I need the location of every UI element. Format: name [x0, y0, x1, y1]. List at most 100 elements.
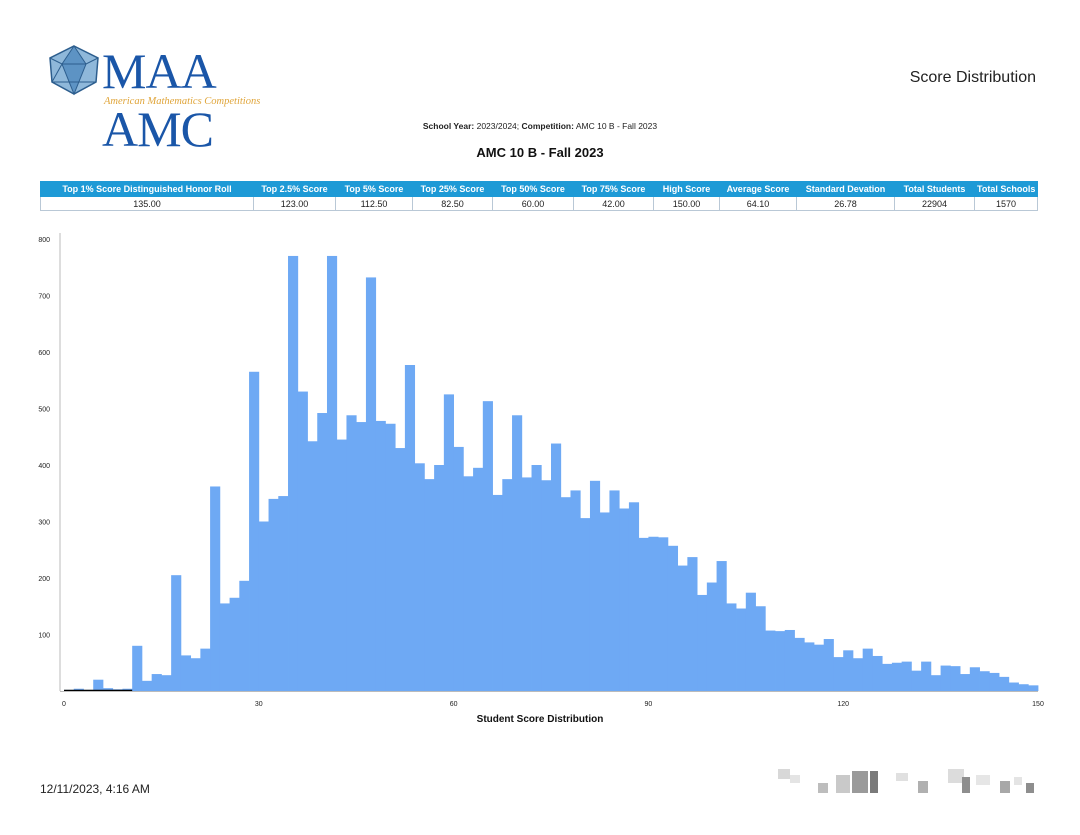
histogram-bar — [882, 663, 893, 691]
stats-header-cell: Total Students — [894, 181, 975, 197]
histogram-bar — [482, 401, 493, 691]
x-tick-label: 90 — [645, 701, 653, 708]
school-year-label: School Year: — [422, 121, 475, 131]
histogram-bar — [560, 497, 571, 691]
histogram-bar — [648, 536, 659, 691]
stats-header-cell: Top 25% Score — [412, 181, 493, 197]
stats-header-cell: High Score — [653, 181, 720, 197]
histogram-bar — [502, 479, 513, 692]
histogram-bar — [989, 672, 1000, 691]
histogram-bar — [775, 631, 786, 691]
histogram-bar — [317, 413, 328, 691]
stats-value-cell: 82.50 — [412, 196, 493, 211]
histogram-bar — [249, 371, 260, 691]
histogram-bar — [852, 658, 864, 691]
histogram-bar — [833, 657, 844, 691]
histogram-bar — [258, 521, 269, 691]
stats-header-cell: Top 2.5% Score — [253, 181, 336, 197]
histogram-bar — [580, 518, 591, 691]
blurred-footer-image — [778, 769, 1034, 793]
stats-header-cell: Total Schools — [974, 181, 1038, 197]
histogram-bar — [687, 557, 698, 691]
histogram-bar — [872, 655, 883, 691]
histogram-bar — [716, 561, 727, 691]
histogram-bar — [950, 666, 961, 691]
histogram-bar — [385, 423, 396, 691]
histogram-bar — [843, 650, 854, 691]
histogram-bar — [658, 537, 669, 691]
histogram-bar — [404, 365, 416, 691]
histogram-bar — [969, 667, 980, 691]
histogram-bar — [132, 645, 143, 691]
y-tick-label: 500 — [38, 407, 50, 414]
histogram-bar — [551, 443, 562, 691]
y-tick-label: 200 — [38, 576, 50, 583]
histogram-bar — [911, 670, 922, 691]
histogram-bar — [804, 642, 815, 691]
score-distribution-chart: 100 200 300 400 500 600 700 800 0 30 60 90 120 150 St… — [38, 233, 1044, 725]
histogram-bar — [288, 255, 299, 691]
histogram-bar — [1028, 685, 1039, 691]
histogram-bar — [570, 490, 581, 691]
histogram-bar — [589, 480, 601, 691]
stats-header-cell: Top 75% Score — [573, 181, 654, 197]
histogram-bar — [999, 676, 1010, 692]
histogram-bar — [726, 603, 737, 691]
histogram-bar — [463, 476, 474, 691]
stats-value-cell: 64.10 — [719, 196, 797, 211]
chart-axes: 100 200 300 400 500 600 700 800 0 30 60 90 120 150 — [38, 233, 1044, 708]
histogram-bar — [512, 415, 523, 691]
report-meta: School Year: 2023/2024; Competition: AMC… — [0, 121, 1080, 131]
histogram-bar — [307, 441, 318, 691]
histogram-bar — [667, 545, 679, 691]
histogram-bar — [141, 680, 153, 691]
histogram-bar — [229, 597, 240, 691]
histogram-bar — [794, 637, 805, 691]
stats-value-row: 135.00 123.00 112.50 82.50 60.00 42.00 1… — [40, 196, 1038, 211]
stats-value-cell: 42.00 — [573, 196, 654, 211]
histogram-bar — [151, 674, 162, 691]
x-tick-label: 150 — [1032, 701, 1044, 708]
maa-amc-logo: MAA AMC American Mathematics Competition… — [46, 43, 286, 157]
competition-title: AMC 10 B - Fall 2023 — [476, 145, 604, 160]
stats-header-cell: Standard Devation — [796, 181, 895, 197]
histogram-bar — [609, 490, 620, 691]
histogram-bar — [930, 675, 941, 691]
y-tick-label: 300 — [38, 520, 50, 527]
histogram-bar — [765, 630, 776, 691]
histogram-bar — [1018, 684, 1029, 691]
histogram-bar — [1008, 682, 1019, 691]
histogram-bar — [161, 675, 172, 691]
histogram-bar — [628, 502, 640, 691]
stats-value-cell: 60.00 — [492, 196, 574, 211]
histogram-bar — [346, 415, 357, 691]
score-stats-table: Top 1% Score Distinguished Honor Roll To… — [40, 181, 1038, 211]
histogram-bar — [268, 498, 279, 691]
x-tick-label: 30 — [255, 701, 263, 708]
histogram-bar — [443, 394, 454, 692]
stats-value-cell: 1570 — [974, 196, 1038, 211]
school-year-value: 2023/2024; — [476, 121, 520, 131]
stats-value-cell: 150.00 — [653, 196, 720, 211]
histogram-bar — [541, 480, 552, 691]
histogram-bar — [434, 465, 445, 691]
x-tick-label: 60 — [450, 701, 458, 708]
report-date: 12/11/2023, 4:16 AM — [40, 782, 150, 796]
stats-value-cell: 135.00 — [40, 196, 254, 211]
histogram-bar — [219, 603, 230, 691]
histogram-bar — [960, 674, 971, 691]
histogram-bar — [190, 658, 201, 691]
chart-bars — [64, 255, 1039, 692]
histogram-bar — [326, 255, 338, 691]
y-tick-label: 600 — [38, 350, 50, 357]
histogram-bar — [414, 463, 425, 691]
histogram-bar — [180, 655, 192, 691]
histogram-bar — [102, 688, 114, 691]
histogram-bar — [531, 465, 542, 691]
y-tick-label: 100 — [38, 633, 50, 640]
logo-subtitle: American Mathematics Competitions — [104, 96, 261, 107]
histogram-bar — [239, 580, 250, 691]
histogram-bar — [891, 662, 903, 691]
competition-label: Competition: — [521, 121, 574, 131]
competition-value: AMC 10 B - Fall 2023 — [575, 121, 658, 131]
